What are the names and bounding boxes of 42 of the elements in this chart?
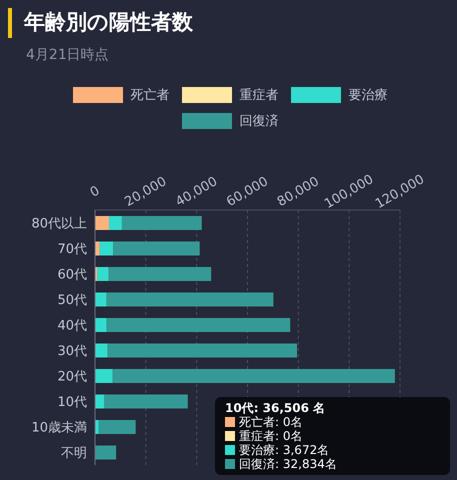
bar [98, 420, 136, 434]
legend-label: 回復済 [240, 113, 278, 130]
annotation: 10代: 36,506 名 [225, 401, 326, 415]
annotation: 死亡者: 0名 [239, 415, 302, 429]
bar [95, 420, 99, 434]
legend-label: 死亡者 [130, 87, 170, 104]
legend-label: 重症者 [240, 87, 278, 104]
bar [113, 242, 200, 256]
bar [95, 344, 108, 358]
bar [97, 267, 109, 281]
legend-label: 要治療 [348, 87, 388, 104]
bar [95, 369, 113, 383]
bar [95, 292, 106, 306]
bar [108, 216, 122, 230]
bar [100, 242, 114, 256]
bar [122, 216, 202, 230]
bar [95, 216, 109, 230]
bar [108, 267, 212, 281]
bar [95, 394, 104, 408]
annotation: 回復済: 32,834名 [239, 457, 337, 471]
bar [106, 318, 290, 332]
y-tick-label: 不明 [61, 446, 87, 461]
annotation: 重症者: 0名 [239, 429, 302, 443]
y-tick-label: 10歳未満 [31, 420, 87, 436]
y-tick-label: 70代 [57, 242, 87, 257]
y-tick-label: 10代 [57, 394, 87, 410]
y-tick-label: 30代 [57, 344, 87, 359]
bar [106, 292, 274, 306]
bar [112, 369, 395, 383]
y-tick-label: 40代 [57, 318, 87, 334]
bar [95, 318, 107, 332]
chart-title: 年齢別の陽性者数 [24, 9, 193, 36]
annotation: 要治療: 3,672名 [239, 443, 330, 457]
bar [104, 394, 188, 408]
bar [108, 344, 298, 358]
chart-subtitle: 4月21日時点 [26, 46, 109, 64]
y-tick-label: 50代 [57, 292, 87, 308]
y-tick-label: 60代 [57, 267, 87, 282]
x-tick-label: 0 [88, 183, 102, 201]
bar [96, 446, 116, 460]
y-tick-label: 20代 [57, 369, 87, 384]
y-tick-label: 80代以上 [31, 216, 87, 232]
